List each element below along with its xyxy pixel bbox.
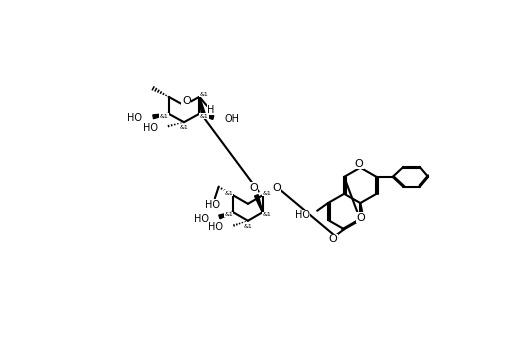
Text: O: O: [182, 97, 191, 106]
Polygon shape: [219, 212, 233, 219]
Text: O: O: [357, 213, 366, 223]
Text: HO: HO: [143, 123, 158, 133]
Text: O: O: [354, 159, 363, 169]
Text: &1: &1: [160, 113, 168, 119]
Text: &1: &1: [263, 191, 272, 196]
Text: &1: &1: [200, 113, 208, 119]
Text: H: H: [207, 105, 214, 115]
Text: O: O: [249, 183, 258, 193]
Polygon shape: [199, 113, 214, 119]
Text: &1: &1: [224, 191, 233, 196]
Polygon shape: [153, 113, 169, 119]
Text: HO: HO: [295, 210, 309, 220]
Text: O: O: [272, 183, 281, 193]
Text: &1: &1: [224, 212, 233, 217]
Text: &1: &1: [243, 224, 252, 229]
Text: OH: OH: [224, 114, 239, 124]
Text: HO: HO: [194, 214, 209, 224]
Text: HO: HO: [127, 113, 141, 123]
Text: &1: &1: [179, 125, 189, 130]
Text: &1: &1: [200, 92, 208, 97]
Polygon shape: [199, 97, 205, 114]
Text: O: O: [328, 234, 337, 244]
Text: HO: HO: [208, 222, 223, 232]
Text: HO: HO: [205, 200, 220, 210]
Polygon shape: [255, 195, 263, 212]
Text: &1: &1: [263, 212, 272, 217]
